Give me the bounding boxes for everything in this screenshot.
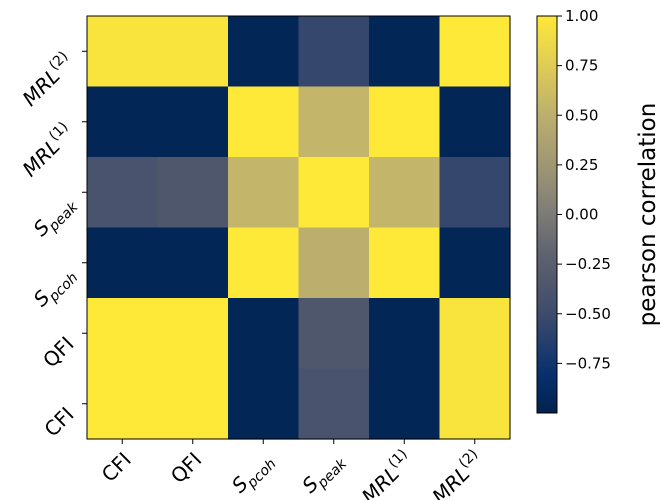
y-tick-label: CFI bbox=[39, 402, 78, 441]
colorbar-ticks: 1.00 0.75 0.50 0.25 0.00 −0.25 −0.50 −0.75 bbox=[557, 7, 611, 372]
colorbar-tick-label: −0.50 bbox=[565, 305, 611, 323]
heatmap-cell bbox=[369, 368, 441, 440]
colorbar-tick-label: 0.00 bbox=[565, 206, 598, 224]
colorbar-tick-label: 1.00 bbox=[565, 7, 598, 25]
y-tick-label: Speak bbox=[28, 190, 82, 244]
heatmap-cell bbox=[439, 368, 511, 440]
x-tick-label: CFI bbox=[97, 448, 136, 487]
colorbar-tick-label: 0.75 bbox=[565, 57, 598, 75]
heatmap-cell bbox=[298, 298, 370, 370]
heatmap-cell bbox=[87, 86, 159, 158]
heatmap-cell bbox=[298, 368, 370, 440]
heatmap-cell bbox=[298, 157, 370, 229]
heatmap-cell bbox=[157, 16, 229, 88]
heatmap-cell bbox=[298, 227, 370, 299]
heatmap-cell bbox=[228, 298, 300, 370]
heatmap-cell bbox=[369, 86, 441, 158]
heatmap-cell bbox=[369, 157, 441, 229]
heatmap-cells bbox=[87, 16, 511, 440]
heatmap-cell bbox=[157, 368, 229, 440]
heatmap-cell bbox=[228, 368, 300, 440]
y-tick-label: QFI bbox=[38, 332, 78, 372]
y-axis-ticks: MRL(2) MRL(1) Speak Spcoh QFI CFI bbox=[16, 48, 87, 441]
heatmap-cell bbox=[439, 86, 511, 158]
colorbar-label: pearson correlation bbox=[635, 103, 661, 327]
heatmap-cell bbox=[369, 298, 441, 370]
x-tick-label: Speak bbox=[297, 447, 351, 500]
heatmap-cell bbox=[87, 368, 159, 440]
y-tick-label: MRL(2) bbox=[16, 48, 78, 110]
heatmap-cell bbox=[228, 157, 300, 229]
heatmap-cell bbox=[298, 86, 370, 158]
heatmap-cell bbox=[87, 298, 159, 370]
heatmap-cell bbox=[228, 86, 300, 158]
heatmap-cell bbox=[439, 157, 511, 229]
heatmap-cell bbox=[228, 16, 300, 88]
heatmap-cell bbox=[157, 157, 229, 229]
heatmap-cell bbox=[157, 298, 229, 370]
colorbar bbox=[536, 15, 558, 414]
heatmap-cell bbox=[87, 227, 159, 299]
heatmap-cell bbox=[157, 86, 229, 158]
x-axis-ticks: CFI QFI Spcoh Speak MRL(1)MRL(2) bbox=[97, 439, 488, 500]
heatmap-cell bbox=[439, 298, 511, 370]
heatmap-cell bbox=[87, 16, 159, 88]
heatmap-cell bbox=[439, 227, 511, 299]
x-tick-label: Spcoh bbox=[227, 448, 280, 500]
heatmap-cell bbox=[369, 227, 441, 299]
colorbar-tick-label: 0.25 bbox=[565, 156, 598, 174]
colorbar-tick-label: −0.75 bbox=[565, 354, 611, 372]
colorbar-tick-label: −0.25 bbox=[565, 255, 611, 273]
x-tick-label: MRL(1) bbox=[355, 446, 417, 500]
heatmap-cell bbox=[157, 227, 229, 299]
y-tick-label: Spcoh bbox=[29, 261, 82, 314]
colorbar-tick-label: 0.50 bbox=[565, 106, 598, 124]
heatmap-cell bbox=[369, 16, 441, 88]
x-tick-label: QFI bbox=[166, 448, 206, 488]
heatmap-cell bbox=[228, 227, 300, 299]
heatmap-cell bbox=[439, 16, 511, 88]
heatmap-cell bbox=[298, 16, 370, 88]
x-tick-label: MRL(2) bbox=[426, 446, 488, 500]
heatmap-frame bbox=[86, 15, 511, 440]
heatmap-cell bbox=[87, 157, 159, 229]
y-tick-label: MRL(1) bbox=[16, 119, 78, 181]
